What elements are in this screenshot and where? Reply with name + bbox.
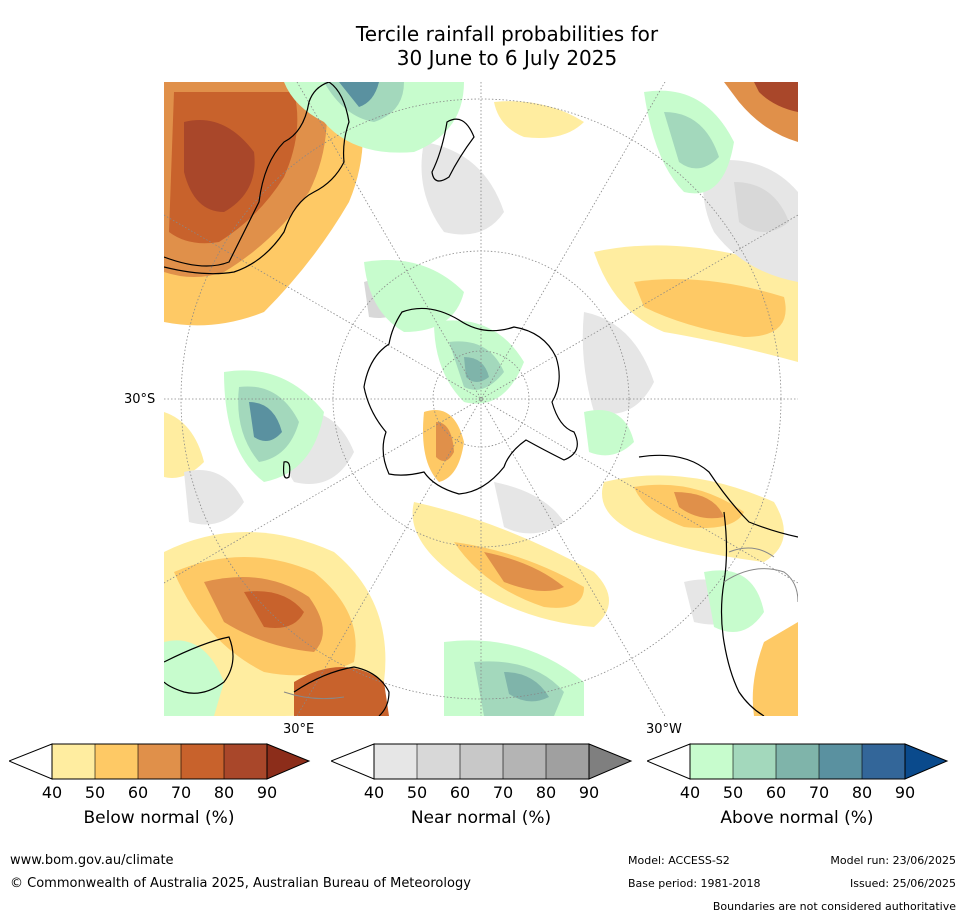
colorbar-bin <box>374 744 417 779</box>
country-boundaries <box>283 547 798 700</box>
colorbar-min-triangle <box>331 743 375 780</box>
colorbar-tick: 60 <box>766 783 786 802</box>
footer-model-run: Model run: 23/06/2025 <box>830 854 956 867</box>
colorbar-min-triangle <box>647 743 691 780</box>
colorbar-tick: 60 <box>450 783 470 802</box>
above-normal-colorbar-title: Above normal (%) <box>720 808 874 828</box>
africa-coastline <box>164 636 390 716</box>
colorbar-tick: 80 <box>214 783 234 802</box>
colorbar-bin <box>417 744 460 779</box>
near-normal-colorbar-title: Near normal (%) <box>410 808 552 828</box>
graticule <box>164 82 798 716</box>
colorbar-bin <box>819 744 862 779</box>
colorbar-tick: 40 <box>42 783 62 802</box>
footer-base-period: Base period: 1981-2018 <box>628 877 761 890</box>
colorbar-max-triangle <box>904 743 949 780</box>
below-normal-regions <box>164 82 798 716</box>
colorbar-bin <box>95 744 138 779</box>
madagascar-coastline <box>282 461 291 479</box>
colorbar-max-triangle <box>266 743 311 780</box>
colorbar-bin <box>138 744 181 779</box>
colorbar-max-triangle <box>588 743 633 780</box>
colorbar-tick: 60 <box>128 783 148 802</box>
colorbar-tick: 50 <box>85 783 105 802</box>
colorbar-tick: 40 <box>680 783 700 802</box>
coastlines <box>164 82 798 716</box>
colorbar-tick: 50 <box>407 783 427 802</box>
colorbar-bin <box>503 744 546 779</box>
colorbar-tick: 70 <box>493 783 513 802</box>
colorbar-bin <box>181 744 224 779</box>
colorbar-bin <box>460 744 503 779</box>
colorbar-tick: 90 <box>579 783 599 802</box>
colorbar-tick: 70 <box>171 783 191 802</box>
colorbar-tick: 70 <box>809 783 829 802</box>
colorbar-tick: 50 <box>723 783 743 802</box>
colorbar-bin <box>862 744 905 779</box>
footer-issued: Issued: 25/06/2025 <box>849 877 956 890</box>
longitude-label-30w: 30°W <box>646 722 682 737</box>
footer-copyright: © Commonwealth of Australia 2025, Austra… <box>10 876 471 891</box>
colorbar-bin <box>776 744 819 779</box>
footer-disclaimer: Boundaries are not considered authoritat… <box>712 900 956 913</box>
colorbar-tick: 40 <box>364 783 384 802</box>
colorbar-tick: 90 <box>895 783 915 802</box>
latitude-label-30s: 30°S <box>124 392 156 407</box>
colorbar-bin <box>546 744 589 779</box>
colorbar-tick: 80 <box>852 783 872 802</box>
near-normal-colorbar: 40 50 60 70 80 90 <box>331 743 633 802</box>
colorbar-bin <box>690 744 733 779</box>
map-title-line-1: Tercile rainfall probabilities for <box>355 22 659 46</box>
new-zealand-coastline <box>431 118 475 182</box>
colorbar-tick: 80 <box>536 783 556 802</box>
below-normal-colorbar-title: Below normal (%) <box>83 808 235 828</box>
colorbar-bin <box>52 744 95 779</box>
footer-website-link[interactable]: www.bom.gov.au/climate <box>10 853 174 868</box>
colorbar-bin <box>224 744 267 779</box>
rainfall-probability-map <box>164 82 798 716</box>
above-normal-regions <box>164 82 764 716</box>
colorbar-bin <box>733 744 776 779</box>
above-normal-colorbar: 40 50 60 70 80 90 <box>647 743 949 802</box>
colorbar-tick: 90 <box>257 783 277 802</box>
australia-coastline <box>164 82 350 275</box>
map-title-line-2: 30 June to 6 July 2025 <box>396 46 618 70</box>
below-normal-colorbar: 40 50 60 70 80 90 <box>9 743 311 802</box>
south-america-coastline <box>638 454 798 716</box>
colorbar-min-triangle <box>9 743 53 780</box>
longitude-label-30e: 30°E <box>283 722 315 737</box>
antarctica-coastline <box>363 307 578 495</box>
footer-model: Model: ACCESS-S2 <box>628 854 730 867</box>
